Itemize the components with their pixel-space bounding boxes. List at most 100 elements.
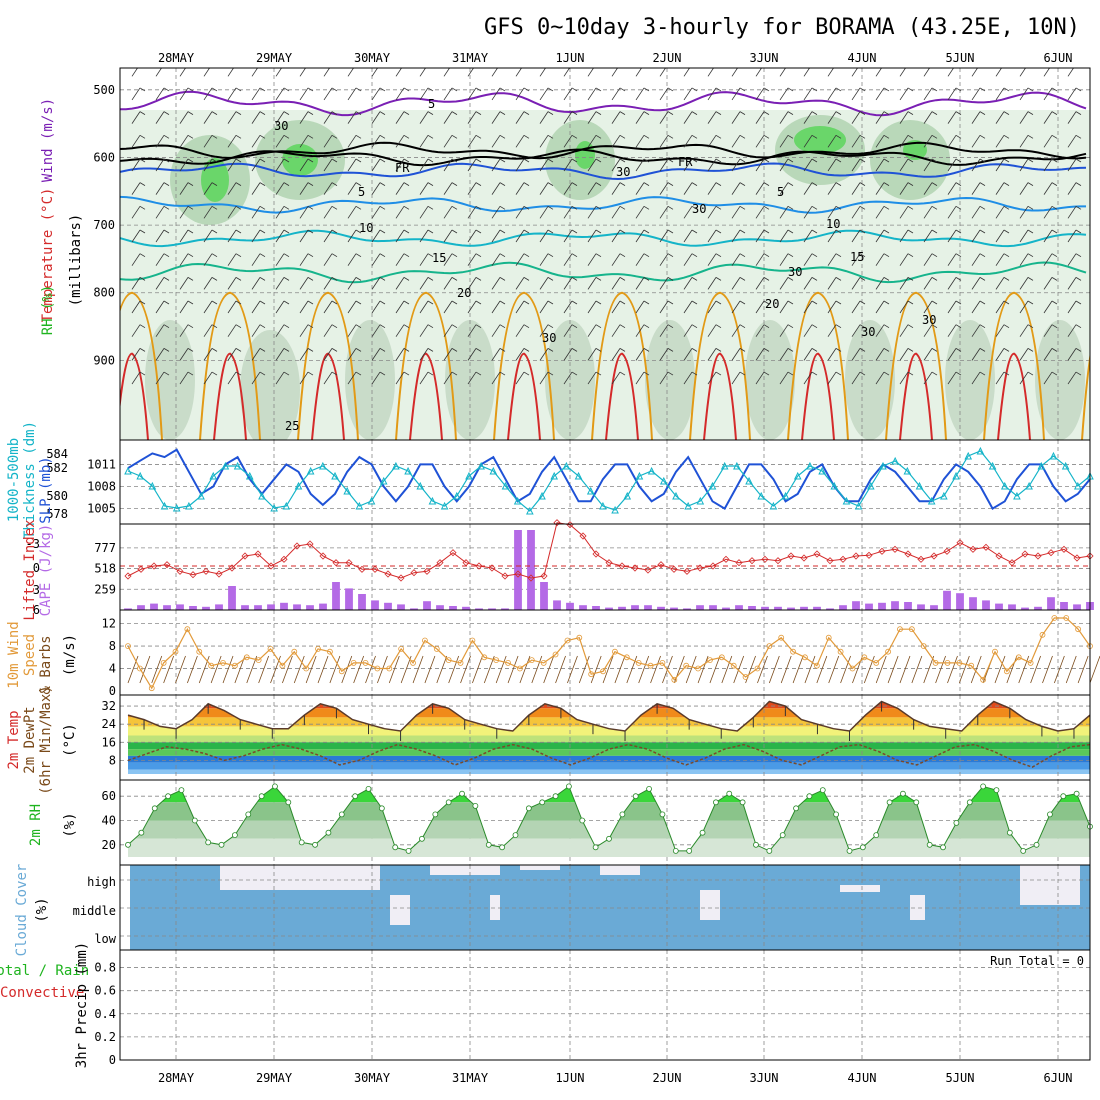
li-marker	[1008, 559, 1016, 567]
wind-barb-10m	[555, 655, 566, 684]
wind-barb	[155, 182, 165, 195]
wind-barb	[467, 229, 477, 243]
wind-barb	[203, 68, 211, 77]
wind-speed-marker	[980, 676, 987, 683]
wind-barb	[563, 253, 573, 266]
li-marker	[644, 566, 652, 574]
temp-tick: 16	[102, 735, 116, 749]
wind-barb	[755, 87, 765, 101]
pressure-tick: 500	[93, 83, 115, 97]
thickness-marker	[854, 501, 863, 510]
wind-barb	[899, 253, 909, 266]
wind-barb-10m	[127, 655, 139, 684]
wind-barb	[347, 135, 357, 148]
wind-barb	[611, 300, 621, 314]
cape-bar	[501, 608, 509, 610]
wind-barb	[347, 253, 357, 266]
wind-barb-flag	[811, 229, 818, 234]
wind-barb-flag	[739, 348, 746, 352]
wind-barb	[491, 324, 501, 337]
wind-barb-flag	[691, 348, 698, 352]
rh-marker	[739, 799, 746, 806]
wind-barb-10m	[1077, 655, 1089, 684]
thickness-marker	[294, 481, 303, 490]
wind-barb	[1043, 253, 1053, 266]
wind-barb	[779, 68, 787, 77]
wind-barb	[827, 182, 837, 195]
thickness-marker	[927, 496, 936, 505]
wind-barb-flag	[283, 253, 290, 258]
wind-barb-10m	[567, 655, 578, 684]
wind-barb-flag	[907, 158, 914, 163]
wind-barb	[587, 135, 597, 148]
wind-barb	[323, 324, 333, 337]
rh-marker	[245, 811, 252, 818]
thickness-marker	[416, 481, 425, 490]
contour-label: 5	[358, 185, 365, 199]
wind-barb	[683, 87, 693, 101]
wind-barb-flag	[739, 253, 746, 258]
rh-marker	[712, 799, 719, 806]
wind-barb-flag	[619, 324, 626, 329]
wind-barb-10m	[685, 655, 697, 684]
wind-barb-flag	[571, 371, 578, 376]
wind-barb-flag	[403, 277, 410, 281]
wind-barb-flag	[739, 134, 746, 139]
wind-barb-flag	[163, 348, 170, 352]
wind-barb-flag	[1027, 87, 1034, 92]
wind-speed-marker	[778, 634, 785, 641]
wind-barb	[299, 300, 309, 314]
wind-barb-flag	[595, 87, 602, 92]
wind-barb	[683, 277, 693, 290]
wind-barb-flag	[716, 64, 721, 67]
wind-barb-flag	[667, 277, 674, 281]
wind-barb	[659, 158, 669, 172]
wind-barb-flag	[931, 253, 938, 258]
wind-barb-flag	[1051, 205, 1058, 210]
wind-barb-flag	[811, 158, 818, 163]
wind-barb-flag	[427, 300, 434, 305]
wind-barb	[563, 348, 573, 361]
wind-barb	[539, 68, 547, 77]
isotherm-30-loop	[507, 352, 541, 440]
wind-barb	[299, 111, 309, 124]
wind-barb	[1067, 300, 1077, 314]
wind-barb-flag	[691, 111, 698, 115]
wind-speed-marker	[968, 662, 975, 669]
wind-barb	[515, 300, 525, 314]
wind-barb	[923, 253, 933, 266]
rh-marker	[165, 793, 171, 800]
cloud-clear	[520, 865, 560, 870]
wind-barb	[971, 229, 981, 243]
wind-barb-flag	[547, 158, 554, 163]
wind-barb-flag	[835, 371, 842, 376]
wind-barb	[875, 324, 885, 337]
wind-barb	[131, 371, 141, 385]
wind-barb-10m	[840, 655, 851, 684]
wind-speed-marker	[540, 660, 547, 666]
wind-barb-flag	[691, 324, 698, 329]
cloud-clear	[220, 865, 380, 890]
wind-barb	[155, 206, 165, 219]
wind-barb-flag	[1027, 229, 1034, 234]
wind-barb	[779, 300, 789, 314]
wind-barb-flag	[643, 253, 650, 258]
label-cloud-a: Cloud Cover	[14, 864, 30, 957]
wind-barb-flag	[1003, 158, 1010, 163]
thickness-marker	[842, 496, 851, 505]
wind-barb-flag	[931, 111, 938, 115]
rh-high-blob	[201, 158, 229, 202]
wind-speed-marker	[707, 657, 713, 663]
label-precip-a: Total / Rain	[0, 963, 89, 979]
wind-barb	[1043, 229, 1053, 243]
wind-barb-flag	[499, 324, 506, 329]
wind-barb-flag	[139, 182, 146, 186]
wind-barb	[275, 348, 285, 361]
wind-barb	[875, 68, 883, 77]
wind-barb	[611, 111, 621, 124]
wind-barb	[707, 182, 717, 195]
wind-barb-flag	[763, 182, 770, 186]
wind-barb	[419, 111, 429, 124]
